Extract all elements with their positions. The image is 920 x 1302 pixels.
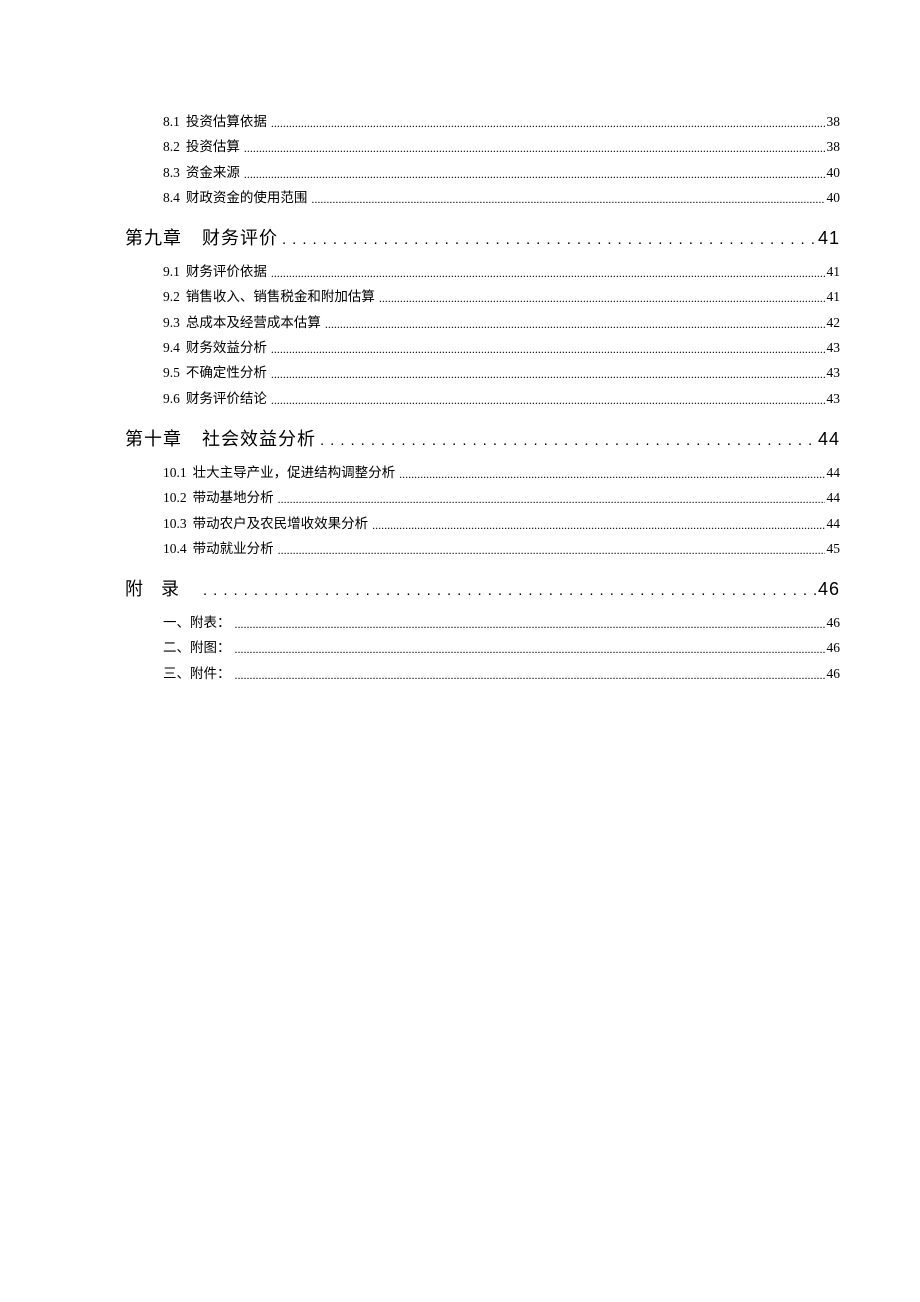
toc-entry-number: 10.1: [163, 461, 187, 485]
toc-leader-dots: [372, 515, 824, 537]
toc-entry: 8.3 资金来源 40: [163, 161, 840, 185]
toc-leader-dots: [235, 614, 825, 636]
toc-entry-title: 壮大主导产业，促进结构调整分析: [193, 461, 396, 485]
toc-entry: 9.1 财务评价依据 41: [163, 260, 840, 284]
toc-entry-title: 带动就业分析: [193, 537, 274, 561]
toc-leader-dots: [244, 138, 825, 160]
toc-entry-page: 40: [827, 186, 841, 210]
toc-entry-title: 一、附表：: [163, 611, 231, 635]
toc-entry-number: 10.3: [163, 512, 187, 536]
toc-entry-page: 43: [827, 336, 841, 360]
toc-entry-page: 41: [827, 285, 841, 309]
toc-leader-dots: [311, 189, 824, 211]
toc-entry-page: 44: [827, 461, 841, 485]
toc-chapter: 第九章 财务评价 41: [125, 224, 840, 250]
toc-entry-page: 40: [827, 161, 841, 185]
toc-leader-dots: [203, 582, 818, 599]
toc-leader-dots: [235, 665, 825, 687]
toc-leader-dots: [244, 164, 825, 186]
toc-entry-title: 三、附件：: [163, 662, 231, 686]
toc-entry-page: 45: [827, 537, 841, 561]
toc-entry-title: 财政资金的使用范围: [186, 186, 308, 210]
toc-entry-number: 10.4: [163, 537, 187, 561]
toc-entry: 8.4 财政资金的使用范围 40: [163, 186, 840, 210]
toc-entry: 9.6 财务评价结论 43: [163, 387, 840, 411]
toc-leader-dots: [379, 288, 825, 310]
toc-leader-dots: [271, 263, 825, 285]
toc-entry: 9.2 销售收入、销售税金和附加估算 41: [163, 285, 840, 309]
toc-entry-page: 38: [827, 110, 841, 134]
toc-entry: 10.1 壮大主导产业，促进结构调整分析 44: [163, 461, 840, 485]
toc-leader-dots: [278, 540, 825, 562]
toc-chapter-number: 第九章: [125, 224, 182, 250]
toc-entry-number: 8.2: [163, 135, 180, 159]
toc-entry-title: 财务效益分析: [186, 336, 267, 360]
toc-entry-title: 带动基地分析: [193, 486, 274, 510]
toc-entry-page: 46: [827, 636, 841, 660]
toc-entry: 二、附图： 46: [163, 636, 840, 660]
toc-entry: 三、附件： 46: [163, 662, 840, 686]
toc-entry-title: 二、附图：: [163, 636, 231, 660]
toc-entry-page: 46: [827, 611, 841, 635]
toc-leader-dots: [399, 464, 824, 486]
toc-entry: 10.2 带动基地分析 44: [163, 486, 840, 510]
toc-chapter-page: 44: [818, 429, 840, 450]
toc-entry-title: 带动农户及农民增收效果分析: [193, 512, 369, 536]
toc-entry: 9.4 财务效益分析 43: [163, 336, 840, 360]
toc-appendix-label: 附录: [125, 575, 197, 601]
toc-entry-page: 41: [827, 260, 841, 284]
toc-entry-number: 8.4: [163, 186, 180, 210]
toc-entry-number: 8.1: [163, 110, 180, 134]
toc-chapter-title: 财务评价: [202, 224, 278, 250]
toc-appendix: 附录 46: [125, 575, 840, 601]
toc-leader-dots: [278, 489, 825, 511]
toc-entry-page: 44: [827, 486, 841, 510]
toc-entry-page: 42: [827, 311, 841, 335]
toc-entry-number: 8.3: [163, 161, 180, 185]
toc-entry: 9.3 总成本及经营成本估算 42: [163, 311, 840, 335]
toc-entry: 一、附表： 46: [163, 611, 840, 635]
toc-entry-number: 9.5: [163, 361, 180, 385]
toc-entry-page: 38: [827, 135, 841, 159]
toc-entry-title: 总成本及经营成本估算: [186, 311, 321, 335]
toc-entry-title: 投资估算依据: [186, 110, 267, 134]
toc-leader-dots: [271, 390, 825, 412]
toc-leader-dots: [271, 364, 825, 386]
toc-entry-number: 9.3: [163, 311, 180, 335]
toc-entry: 10.4 带动就业分析 45: [163, 537, 840, 561]
toc-chapter-title: 社会效益分析: [202, 425, 316, 451]
toc-entry-title: 投资估算: [186, 135, 240, 159]
toc-entry-number: 9.6: [163, 387, 180, 411]
toc-entry: 8.2 投资估算 38: [163, 135, 840, 159]
toc-entry-title: 不确定性分析: [186, 361, 267, 385]
toc-entry-title: 财务评价依据: [186, 260, 267, 284]
toc-entry-number: 9.2: [163, 285, 180, 309]
toc-entry-title: 财务评价结论: [186, 387, 267, 411]
toc-entry-number: 9.4: [163, 336, 180, 360]
toc-entry-title: 销售收入、销售税金和附加估算: [186, 285, 375, 309]
toc-entry-page: 46: [827, 662, 841, 686]
toc-entry-page: 43: [827, 361, 841, 385]
toc-entry: 10.3 带动农户及农民增收效果分析 44: [163, 512, 840, 536]
toc-chapter-page: 41: [818, 228, 840, 249]
toc-appendix-page: 46: [818, 579, 840, 600]
toc-leader-dots: [325, 314, 825, 336]
toc-chapter-number: 第十章: [125, 425, 182, 451]
toc-leader-dots: [235, 639, 825, 661]
toc-entry-title: 资金来源: [186, 161, 240, 185]
toc-leader-dots: [271, 339, 825, 361]
table-of-contents: 8.1 投资估算依据 38 8.2 投资估算 38 8.3 资金来源 40 8.…: [125, 110, 840, 686]
toc-entry-number: 10.2: [163, 486, 187, 510]
toc-entry: 9.5 不确定性分析 43: [163, 361, 840, 385]
toc-entry: 8.1 投资估算依据 38: [163, 110, 840, 134]
toc-leader-dots: [320, 432, 818, 449]
toc-leader-dots: [271, 113, 825, 135]
toc-chapter: 第十章 社会效益分析 44: [125, 425, 840, 451]
toc-entry-number: 9.1: [163, 260, 180, 284]
toc-entry-page: 44: [827, 512, 841, 536]
toc-leader-dots: [282, 231, 818, 248]
toc-entry-page: 43: [827, 387, 841, 411]
